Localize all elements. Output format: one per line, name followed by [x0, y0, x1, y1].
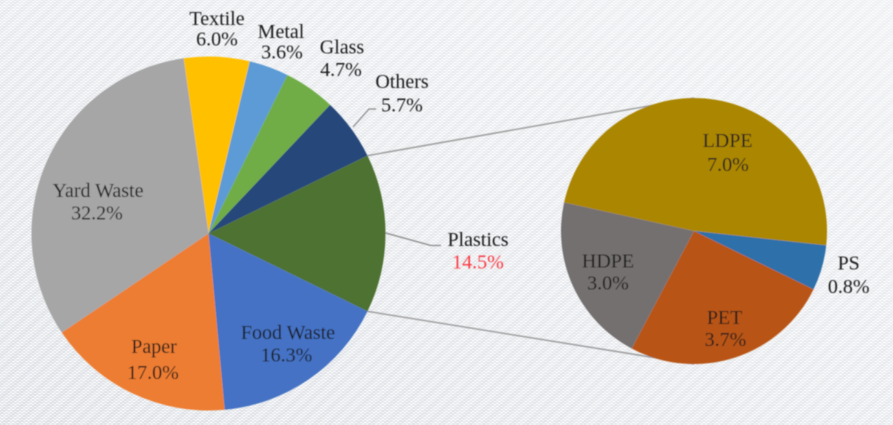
svg-text:Textile: Textile	[189, 8, 244, 30]
svg-text:14.5%: 14.5%	[452, 252, 504, 274]
svg-text:Plastics: Plastics	[447, 229, 508, 251]
svg-text:Glass: Glass	[320, 37, 365, 59]
svg-text:0.8%: 0.8%	[828, 276, 870, 298]
svg-text:16.3%: 16.3%	[261, 345, 313, 367]
svg-text:Others: Others	[375, 71, 429, 93]
svg-text:3.0%: 3.0%	[587, 273, 629, 295]
svg-text:PET: PET	[707, 307, 743, 329]
svg-text:Food Waste: Food Waste	[241, 322, 335, 344]
svg-text:7.0%: 7.0%	[707, 154, 749, 176]
svg-text:3.6%: 3.6%	[261, 42, 303, 64]
svg-text:6.0%: 6.0%	[196, 29, 238, 51]
svg-text:LDPE: LDPE	[703, 130, 753, 152]
svg-text:Yard Waste: Yard Waste	[53, 180, 144, 202]
svg-text:Paper: Paper	[131, 336, 177, 358]
svg-text:4.7%: 4.7%	[320, 59, 362, 81]
svg-text:HDPE: HDPE	[582, 251, 634, 273]
svg-text:5.7%: 5.7%	[381, 95, 423, 117]
svg-text:PS: PS	[838, 253, 860, 275]
svg-text:3.7%: 3.7%	[705, 329, 747, 351]
svg-text:17.0%: 17.0%	[127, 362, 179, 384]
svg-text:Metal: Metal	[258, 21, 305, 43]
svg-text:32.2%: 32.2%	[71, 203, 123, 225]
